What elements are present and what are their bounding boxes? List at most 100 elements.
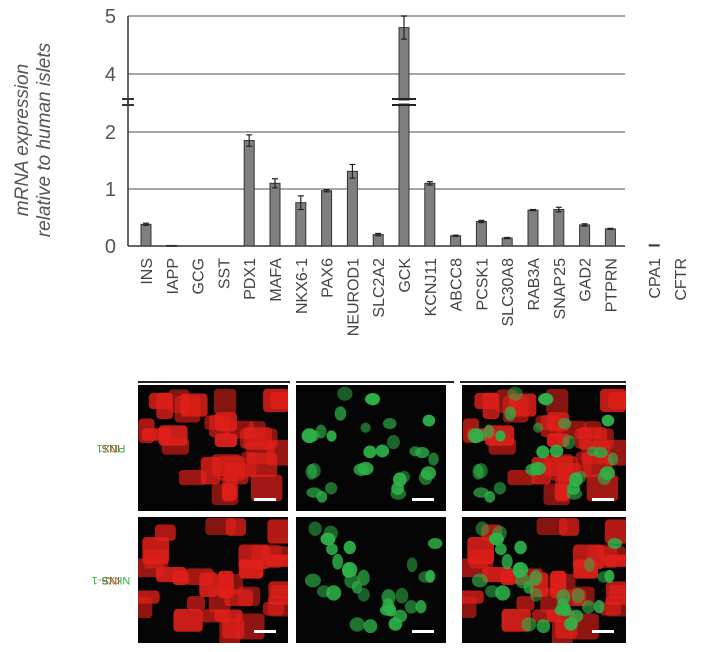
cells-red-1: [138, 388, 288, 506]
ins-cell: [224, 589, 254, 607]
x-tick-label-sst: SST: [216, 258, 233, 289]
ins-cell: [574, 428, 593, 449]
nucleus: [514, 540, 527, 555]
x-tick-label-nkx6-1: NKX6-1: [294, 258, 311, 314]
bar-rab3a: [527, 209, 539, 247]
x-tick-label-snap25: SNAP25: [552, 258, 569, 319]
micrograph-ins-nkx6-1-green: [296, 517, 446, 643]
ins-cell: [250, 474, 283, 502]
nucleus: [507, 386, 523, 401]
nucleus: [305, 463, 318, 480]
y-tick-label: 4: [105, 64, 116, 86]
y-axis-label-line2: relative to human islets: [34, 42, 55, 238]
y-axis-label-line1: mRNA expression: [12, 63, 33, 217]
x-tick-label-pcsk1: PCSK1: [474, 258, 491, 311]
bar-cpa1: [648, 244, 660, 247]
row-label-nkx6-1: NKX6-1: [91, 574, 131, 586]
nucleus: [537, 393, 553, 405]
ins-cell: [142, 536, 170, 564]
ins-cell: [270, 392, 288, 409]
ins-cell: [225, 518, 246, 536]
nucleus: [409, 446, 422, 457]
ins-cell: [543, 454, 574, 476]
nucleus: [571, 587, 585, 604]
ins-cell: [158, 425, 188, 446]
nucleus: [597, 470, 612, 486]
micrograph-ins-pdx1-green: [296, 385, 446, 511]
nucleus: [391, 482, 405, 495]
nucleus: [504, 406, 517, 421]
nucleus: [427, 538, 443, 549]
y-axis-label: mRNA expression relative to human islets: [4, 30, 64, 250]
nucleus: [536, 619, 551, 634]
ins-cell: [187, 596, 205, 611]
nucleus: [471, 573, 488, 588]
nucleus: [363, 619, 378, 634]
panel-column-rule-1: [138, 381, 290, 383]
x-tick-label-pdx1: PDX1: [242, 258, 259, 300]
y-tick-label: 0: [105, 236, 116, 258]
nucleus: [386, 434, 400, 450]
x-tick-label-slc30a8: SLC30A8: [500, 258, 517, 327]
nucleus: [593, 600, 605, 614]
nucleus: [566, 482, 580, 495]
nucleus: [549, 444, 564, 458]
x-tick-label-gad2: GAD2: [578, 258, 595, 302]
scale-bar: [412, 498, 434, 501]
ins-cell: [154, 524, 176, 541]
x-tick-label-kcnj11: KCNJ11: [423, 258, 440, 316]
micrograph-ins-pdx1-merge: [462, 385, 626, 511]
ins-cell: [240, 428, 258, 449]
ins-cell: [558, 518, 580, 536]
cells-red-2: [138, 517, 288, 643]
nucleus: [406, 557, 418, 573]
nucleus: [584, 557, 595, 573]
ins-cell: [213, 388, 237, 415]
y-tick-label: 2: [105, 122, 116, 144]
row-label-pdx1: PDX1: [96, 442, 126, 454]
cells-merge-2: [462, 517, 626, 643]
ins-cell: [586, 474, 619, 502]
nucleus: [586, 446, 599, 457]
nucleus: [521, 617, 537, 632]
ins-cell: [462, 590, 484, 604]
ins-cell: [180, 393, 208, 417]
nucleus: [353, 463, 369, 476]
nucleus: [363, 445, 377, 459]
ins-cell: [221, 483, 237, 502]
scale-bar: [592, 630, 614, 633]
nucleus: [357, 569, 370, 586]
ins-cell: [267, 519, 288, 544]
nucleus: [301, 428, 318, 444]
panel-column-rule-3: [460, 381, 626, 383]
ins-cell: [516, 596, 535, 611]
nucleus: [375, 444, 390, 458]
x-tick-label-gcg: GCG: [191, 258, 208, 294]
x-tick-label-pax6: PAX6: [320, 258, 337, 298]
nucleus: [468, 428, 484, 444]
nucleus: [492, 525, 507, 541]
nucleus: [332, 553, 344, 570]
x-tick-label-gck: GCK: [397, 258, 414, 293]
bar-gad2: [579, 224, 591, 247]
x-tick-label-neurod1: NEUROD1: [345, 258, 362, 336]
nucleus: [525, 463, 541, 476]
row-label-ins-nkx6-1: INS NKX6-1: [92, 517, 131, 643]
cells-green-1: [301, 386, 439, 503]
nucleus: [342, 562, 354, 579]
nucleus: [493, 481, 507, 495]
nucleus: [326, 430, 337, 442]
cells-merge-1: [462, 386, 626, 506]
bar-mafa: [269, 182, 281, 247]
nucleus: [530, 587, 543, 602]
bar-ins: [140, 223, 152, 247]
ins-cell: [204, 415, 225, 430]
nucleus: [326, 585, 342, 601]
nucleus: [337, 386, 353, 401]
bar-slc30a8: [501, 237, 513, 247]
scale-bar: [254, 630, 276, 633]
nucleus: [425, 569, 436, 583]
bar-pax6: [321, 190, 333, 247]
nucleus: [398, 470, 410, 483]
